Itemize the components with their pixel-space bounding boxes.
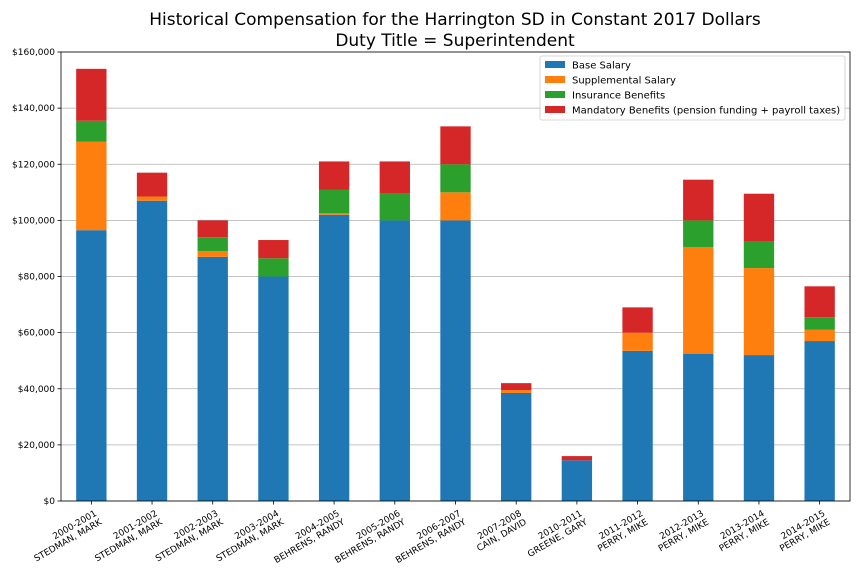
legend-label-0: Base Salary [572,61,631,72]
y-tick-label-8: $160,000 [12,48,55,58]
bar-0-series-2 [76,120,107,142]
y-tick-label-5: $100,000 [12,216,55,226]
y-tick-label-0: $0 [44,497,56,507]
bar-5-series-0 [379,220,410,501]
bar-0-series-0 [76,230,107,501]
legend-label-2: Insurance Benefits [572,91,665,102]
bar-8-series-3 [561,456,593,461]
legend-swatch-3 [545,106,565,113]
bar-12-series-3 [804,286,835,318]
bar-0-series-1 [76,141,107,231]
bar-6-series-3 [440,126,471,165]
y-tick-label-7: $140,000 [12,104,55,114]
bar-11-series-2 [743,241,775,269]
bar-9-series-0 [622,350,653,501]
bar-5-series-3 [379,161,410,194]
bar-10-series-1 [683,247,714,354]
bar-9-series-1 [622,332,653,351]
bar-2-series-1 [197,251,228,257]
bar-10-series-3 [683,179,714,221]
bar-10-series-0 [683,353,714,501]
bar-12-series-0 [804,341,835,501]
bar-3-series-2 [258,258,289,277]
y-tick-label-4: $80,000 [18,273,55,283]
legend-label-1: Supplemental Salary [572,76,676,87]
bar-6-series-0 [440,220,471,501]
bar-4-series-1 [318,213,350,215]
bar-7-series-0 [501,392,532,501]
legend: Base Salary Supplemental Salary Insurance … [539,55,846,121]
bar-12-series-1 [804,329,835,342]
bar-7-series-3 [501,383,532,391]
y-tick-label-3: $60,000 [18,329,55,339]
bar-12-series-2 [804,317,835,330]
legend-label-3: Mandatory Benefits (pension funding + pa… [572,106,840,117]
bar-1-series-1 [136,196,168,201]
bar-7-series-1 [501,390,532,393]
y-tick-label-1: $20,000 [18,441,55,451]
bar-11-series-3 [743,193,775,242]
bar-9-series-3 [622,307,653,333]
chart-subtitle: Duty Title = Superintendent [335,31,575,51]
bar-1-series-0 [136,200,168,501]
bar-4-series-0 [318,214,350,501]
bar-5-series-2 [379,193,410,221]
y-tick-labels: $0 $20,000 $40,000 $60,000 $80,000 $100,000 $1… [12,48,61,507]
bar-3-series-0 [258,276,289,501]
bar-4-series-3 [318,161,350,190]
bar-6-series-2 [440,164,471,193]
y-tick-label-2: $40,000 [18,385,55,395]
bar-1-series-3 [136,172,168,197]
legend-swatch-2 [545,91,565,98]
legend-swatch-1 [545,76,565,83]
legend-swatch-0 [545,61,565,68]
legend-frame [539,55,846,121]
bar-11-series-0 [743,355,775,501]
bar-2-series-0 [197,256,228,501]
chart-title: Historical Compensation for the Harringt… [149,10,761,30]
bar-3-series-3 [258,240,289,259]
bar-0-series-3 [76,68,107,121]
bar-10-series-2 [683,220,714,248]
bar-4-series-2 [318,189,350,214]
y-tick-label-6: $120,000 [12,160,55,170]
bars [76,68,835,501]
bar-2-series-2 [197,237,228,252]
bar-11-series-1 [743,268,775,356]
bar-2-series-3 [197,220,228,238]
bar-6-series-1 [440,192,471,221]
bar-8-series-0 [561,460,593,501]
